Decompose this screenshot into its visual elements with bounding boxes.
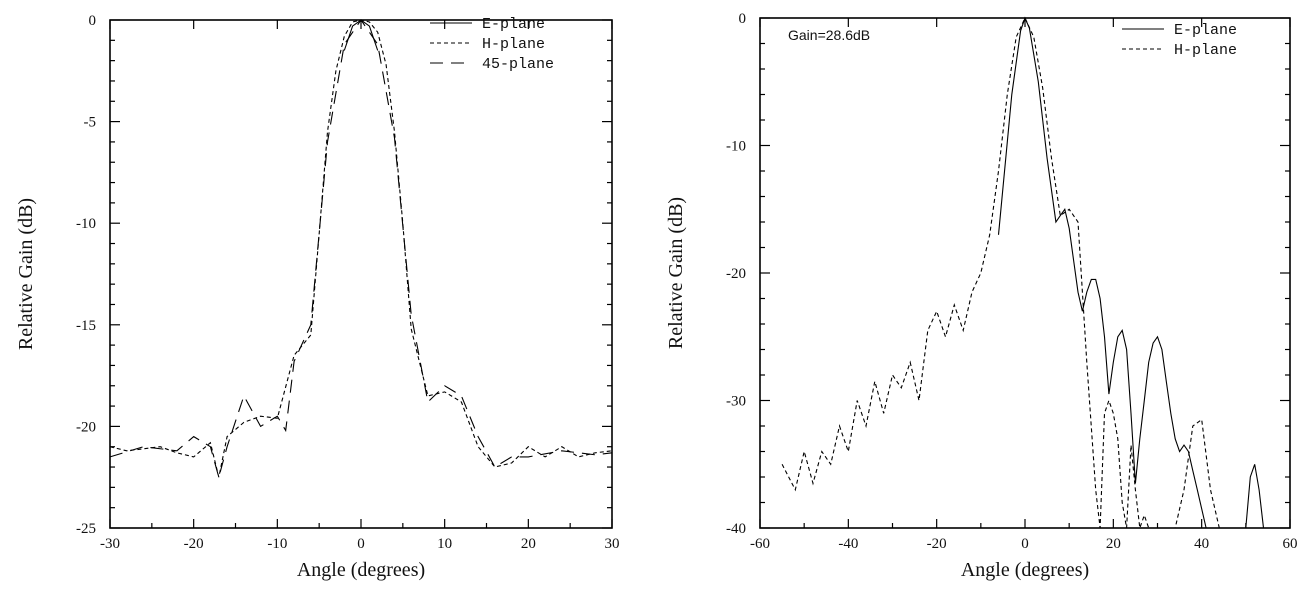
x-tick-label: -10	[267, 536, 287, 552]
x-tick-label: -60	[750, 536, 770, 552]
x-tick-label: 0	[1021, 536, 1029, 552]
x-axis-label: Angle (degrees)	[961, 559, 1089, 581]
y-axis-label: Relative Gain (dB)	[15, 198, 37, 350]
y-axis-label: Relative Gain (dB)	[665, 197, 687, 349]
y-tick-label: 0	[739, 11, 747, 27]
plot-frame	[759, 17, 1291, 529]
x-tick-label: -40	[838, 536, 858, 552]
x-tick-label: 60	[1283, 536, 1298, 552]
x-tick-label: 30	[605, 536, 620, 552]
legend-label: H-plane	[482, 36, 545, 53]
x-tick-label: 0	[357, 536, 365, 552]
y-tick-label: -40	[726, 521, 746, 537]
x-tick-label: -30	[100, 536, 120, 552]
x-axis-label: Angle (degrees)	[297, 559, 425, 581]
x-tick-label: 20	[521, 536, 536, 552]
y-tick-label: -10	[76, 216, 96, 232]
y-tick-label: 0	[89, 13, 97, 29]
legend-label: H-plane	[1174, 42, 1237, 59]
chart-left: -30 -20 -10 0 10 20 30 0 -5 -10 -15 -20 -25 Angle (de…	[15, 13, 620, 581]
plot-frame	[109, 19, 613, 529]
x-tick-label: 40	[1194, 536, 1209, 552]
x-tick-label: 10	[437, 536, 452, 552]
series-h-plane	[781, 16, 1220, 529]
y-tick-label: -15	[76, 318, 96, 334]
y-tick-label: -20	[76, 419, 96, 435]
series-45-plane	[109, 19, 613, 480]
gain-annotation: Gain=28.6dB	[788, 27, 870, 43]
x-tick-label: -20	[927, 536, 947, 552]
x-tick-label: -20	[184, 536, 204, 552]
legend-label: E-plane	[482, 16, 545, 33]
y-tick-label: -30	[726, 394, 746, 410]
series-e-plane	[997, 16, 1265, 529]
y-tick-label: -5	[84, 115, 97, 131]
legend-label: 45-plane	[482, 56, 554, 73]
y-tick-label: -25	[76, 521, 96, 537]
series-h-plane	[109, 19, 613, 478]
x-tick-label: 20	[1106, 536, 1121, 552]
legend-label: E-plane	[1174, 22, 1237, 39]
y-tick-label: -10	[726, 139, 746, 155]
y-tick-label: -20	[726, 266, 746, 282]
